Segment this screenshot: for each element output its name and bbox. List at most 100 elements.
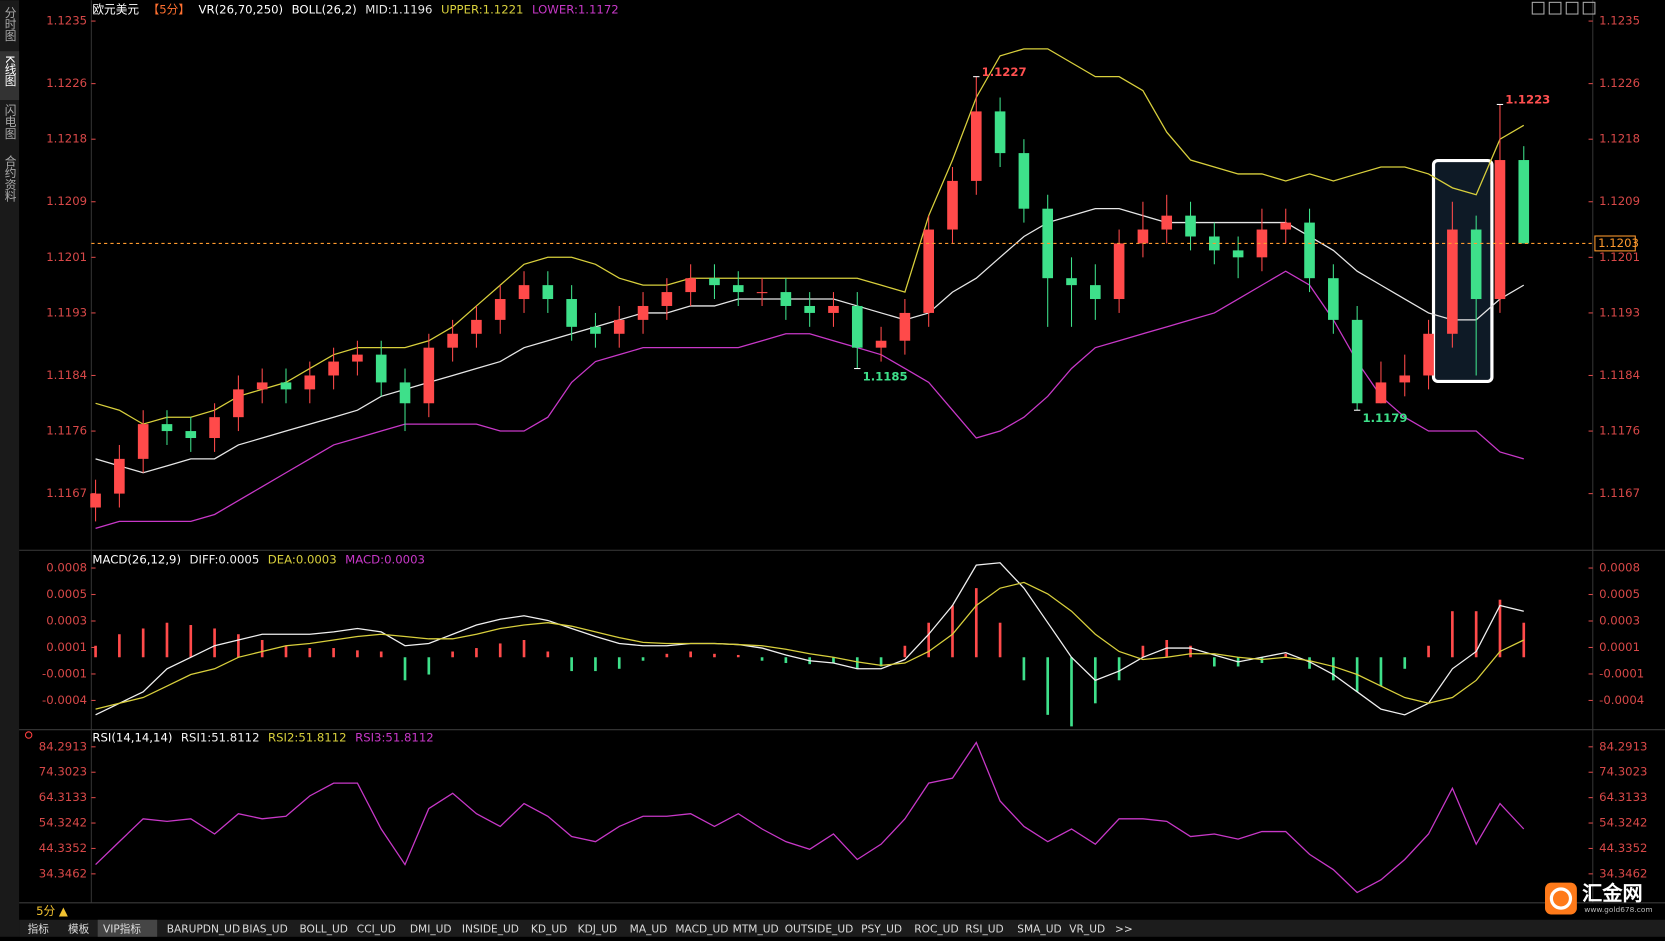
candle-body: [851, 305, 863, 348]
tab[interactable]: >>: [1115, 922, 1133, 935]
y-tick-label-right: -0.0004: [1599, 693, 1644, 707]
candle-body: [352, 354, 363, 362]
tab[interactable]: MTM_UD: [733, 922, 779, 935]
candle-body: [756, 292, 768, 294]
candle-body: [780, 292, 792, 306]
tab[interactable]: OUTSIDE_UD: [785, 922, 854, 935]
y-tick-label-right: 1.1209: [1599, 194, 1640, 208]
y-tick-label: 1.1218: [46, 132, 87, 146]
tab[interactable]: MA_UD: [630, 922, 668, 935]
period-selector[interactable]: 5分 ▲: [36, 904, 68, 918]
candle-body: [1256, 229, 1268, 258]
legend-label: VR(26,70,250): [199, 2, 284, 16]
y-tick-label: -0.0001: [42, 666, 87, 680]
sidebar-tab[interactable]: 闪电图: [3, 104, 17, 140]
button[interactable]: [1531, 1, 1545, 15]
tab[interactable]: BOLL_UD: [299, 922, 348, 935]
y-tick-label-right: 74.3023: [1599, 765, 1647, 779]
legend-label: BOLL(26,2): [292, 2, 357, 16]
candle-body: [590, 326, 601, 334]
logo-text: 汇金网: [1582, 881, 1642, 905]
tab[interactable]: PSY_UD: [861, 922, 902, 935]
legend-label: LOWER:1.1172: [532, 2, 619, 16]
candle-body: [494, 299, 506, 320]
legend-label: RSI3:51.8112: [355, 731, 434, 745]
candle-body: [1351, 319, 1363, 404]
y-tick-label-right: 54.3242: [1599, 816, 1647, 830]
tab[interactable]: BIAS_UD: [242, 922, 288, 935]
sidebar-tab[interactable]: 合约资料: [3, 155, 17, 203]
tab[interactable]: KDJ_UD: [578, 922, 618, 935]
tab[interactable]: 指标: [28, 922, 50, 935]
candle-body: [828, 305, 839, 313]
candle-body: [899, 312, 911, 341]
y-tick-label-right: 1.1176: [1599, 424, 1640, 438]
y-tick-label: 0.0003: [46, 613, 87, 627]
candle-body: [661, 292, 673, 306]
candle-body: [280, 382, 292, 390]
y-tick-label: 0.0008: [46, 561, 87, 575]
candle-body: [518, 285, 530, 300]
tab[interactable]: INSIDE_UD: [462, 922, 519, 935]
y-tick-label-right: 0.0008: [1599, 561, 1640, 575]
candle-body: [566, 299, 577, 327]
tab-bar: [19, 919, 1665, 937]
y-tick-label: 54.3242: [39, 816, 87, 830]
y-tick-label: 0.0001: [46, 640, 87, 654]
candle-body: [1066, 278, 1077, 286]
y-tick-label-right: 44.3352: [1599, 841, 1647, 855]
tab[interactable]: 模板: [68, 922, 90, 935]
candle-body: [209, 417, 220, 439]
legend-label: 【5分】: [148, 2, 190, 16]
candle-body: [1232, 250, 1244, 258]
candle-body: [804, 305, 815, 313]
y-tick-label: 1.1235: [46, 14, 87, 28]
high-label: 1.1223: [1505, 93, 1550, 107]
candle-body: [637, 305, 649, 320]
legend-label: MID:1.1196: [365, 2, 432, 16]
tab[interactable]: DMI_UD: [410, 922, 452, 935]
tab[interactable]: VIP指标: [103, 922, 141, 935]
candle-body: [1185, 215, 1196, 237]
low-label: 1.1179: [1362, 411, 1407, 425]
tab[interactable]: MACD_UD: [675, 922, 728, 935]
legend-label: MACD:0.0003: [345, 552, 425, 566]
button[interactable]: [1548, 1, 1562, 15]
y-tick-label-right: 64.3133: [1599, 790, 1647, 804]
y-tick-label-right: 1.1226: [1599, 76, 1640, 90]
tab[interactable]: RSI_UD: [965, 922, 1003, 935]
sidebar-tab[interactable]: 分时图: [3, 7, 17, 43]
tab[interactable]: KD_UD: [531, 922, 567, 935]
candle-body: [375, 354, 387, 383]
button[interactable]: [1565, 1, 1579, 15]
tab[interactable]: BARUPDN_UD: [167, 922, 240, 935]
tab[interactable]: VR_UD: [1069, 922, 1105, 935]
candle-body: [161, 424, 173, 432]
tab[interactable]: SMA_UD: [1017, 922, 1061, 935]
y-tick-label: 1.1184: [46, 368, 87, 382]
tab[interactable]: ROC_UD: [914, 922, 958, 935]
candle-body: [471, 319, 482, 334]
button[interactable]: [1582, 1, 1596, 15]
series-line: [95, 581, 1525, 710]
candle-body: [399, 382, 411, 404]
y-tick-label-right: 1.1184: [1599, 368, 1640, 382]
y-tick-label: 1.1193: [46, 305, 87, 319]
candle-body: [1161, 215, 1173, 230]
y-tick-label-right: 1.1167: [1599, 486, 1640, 500]
candle-body: [233, 389, 244, 418]
y-tick-label: 84.2913: [39, 739, 87, 753]
candle-body: [423, 347, 435, 404]
y-tick-label: 1.1201: [46, 250, 87, 264]
y-tick-label-right: 1.1218: [1599, 132, 1640, 146]
legend-label: RSI1:51.8112: [181, 731, 260, 745]
settings-icon[interactable]: [24, 731, 33, 739]
last-price-box: [1594, 235, 1636, 252]
candle-body: [1399, 375, 1411, 383]
sidebar-tab[interactable]: K线图: [3, 55, 17, 87]
candle-body: [328, 361, 339, 376]
tab[interactable]: CCI_UD: [357, 922, 396, 935]
candle-body: [613, 319, 625, 334]
y-tick-label-right: 1.1235: [1599, 14, 1640, 28]
candle-body: [185, 431, 197, 439]
